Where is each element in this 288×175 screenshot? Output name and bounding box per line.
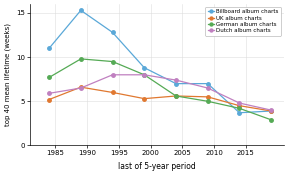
Dutch album charts xyxy=(79,87,83,89)
Billboard album charts xyxy=(143,67,146,69)
Line: UK album charts: UK album charts xyxy=(48,85,273,113)
Dutch album charts xyxy=(269,109,273,111)
German album charts xyxy=(206,100,209,102)
UK album charts xyxy=(48,99,51,101)
Billboard album charts xyxy=(206,83,209,85)
Line: German album charts: German album charts xyxy=(48,57,273,122)
UK album charts xyxy=(238,105,241,107)
UK album charts xyxy=(206,96,209,98)
German album charts xyxy=(174,95,178,97)
Dutch album charts xyxy=(48,92,51,94)
UK album charts xyxy=(269,110,273,112)
Dutch album charts xyxy=(174,79,178,81)
Y-axis label: top 40 mean lifetime (weeks): top 40 mean lifetime (weeks) xyxy=(4,23,11,126)
Billboard album charts xyxy=(174,83,178,85)
Dutch album charts xyxy=(206,87,209,89)
Dutch album charts xyxy=(111,74,114,76)
UK album charts xyxy=(143,98,146,100)
Billboard album charts xyxy=(269,110,273,112)
Legend: Billboard album charts, UK album charts, German album charts, Dutch album charts: Billboard album charts, UK album charts,… xyxy=(205,7,281,36)
Line: Billboard album charts: Billboard album charts xyxy=(48,9,273,114)
German album charts xyxy=(143,74,146,76)
UK album charts xyxy=(174,95,178,97)
German album charts xyxy=(269,119,273,121)
German album charts xyxy=(238,107,241,109)
Billboard album charts xyxy=(238,112,241,114)
German album charts xyxy=(48,76,51,79)
Billboard album charts xyxy=(48,47,51,49)
Billboard album charts xyxy=(111,31,114,33)
Billboard album charts xyxy=(79,9,83,11)
X-axis label: last of 5-year period: last of 5-year period xyxy=(118,162,196,171)
Dutch album charts xyxy=(143,74,146,76)
UK album charts xyxy=(111,91,114,93)
Dutch album charts xyxy=(238,102,241,104)
Line: Dutch album charts: Dutch album charts xyxy=(48,73,273,112)
German album charts xyxy=(79,58,83,60)
UK album charts xyxy=(79,86,83,88)
German album charts xyxy=(111,61,114,63)
